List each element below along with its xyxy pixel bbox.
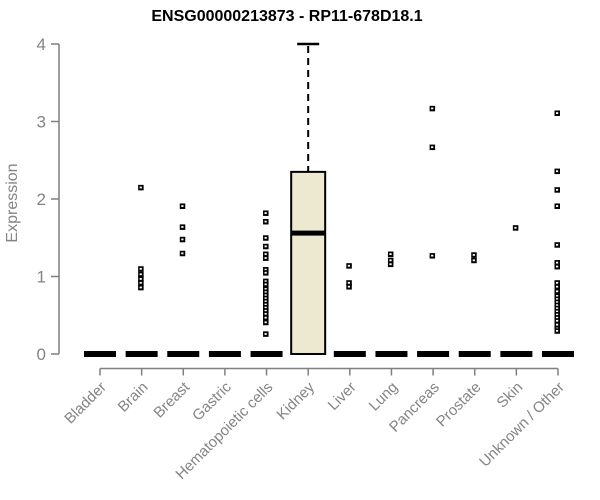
outlier-point-center xyxy=(555,319,559,322)
zero-bar xyxy=(84,351,116,357)
outlier-point-center xyxy=(264,316,267,319)
outlier-point-center xyxy=(139,281,142,284)
zero-bar xyxy=(500,351,533,357)
outlier-point-center xyxy=(264,271,267,274)
category-label: Kidney xyxy=(274,378,319,423)
outlier-point-center xyxy=(264,309,267,312)
outlier-point-center xyxy=(555,243,559,246)
outlier-point-center xyxy=(264,306,267,309)
outlier-point-center xyxy=(555,304,559,307)
category-label: Brain xyxy=(115,379,152,416)
outlier-point-center xyxy=(264,245,267,248)
zero-bar xyxy=(250,351,283,357)
outlier-point-center xyxy=(264,297,267,300)
zero-bar xyxy=(333,351,366,357)
category-label: Breast xyxy=(150,378,193,421)
category-label: Bladder xyxy=(61,379,110,428)
zero-bar xyxy=(375,351,408,357)
outlier-point-center xyxy=(264,253,267,256)
outlier-point-center xyxy=(139,286,142,289)
zero-bar xyxy=(458,351,491,357)
y-tick-label: 1 xyxy=(37,268,46,287)
outlier-point-center xyxy=(264,333,267,335)
outlier-point-center xyxy=(472,254,475,256)
outlier-point-center xyxy=(472,259,475,262)
outlier-point-center xyxy=(347,285,351,288)
outlier-point-center xyxy=(555,261,559,264)
y-tick-label: 0 xyxy=(37,345,46,364)
zero-bar xyxy=(167,351,200,357)
outlier-point-center xyxy=(139,273,142,276)
outlier-point-center xyxy=(347,264,351,267)
outlier-point-center xyxy=(555,205,559,207)
zero-bar xyxy=(541,351,574,357)
outlier-point-center xyxy=(555,285,559,288)
y-tick-label: 4 xyxy=(37,35,46,54)
outlier-point-center xyxy=(347,281,351,284)
outlier-point-center xyxy=(389,253,392,256)
outlier-point-center xyxy=(139,186,142,189)
outlier-point-center xyxy=(264,321,267,324)
zero-bar xyxy=(208,351,241,357)
outlier-point-center xyxy=(264,288,267,290)
outlier-point-center xyxy=(264,257,267,259)
outlier-point-center xyxy=(555,170,559,173)
outlier-point-center xyxy=(181,252,184,255)
category-label: Skin xyxy=(494,379,527,412)
outlier-point-center xyxy=(181,238,184,241)
outlier-point-center xyxy=(139,278,142,280)
outlier-point-center xyxy=(389,263,392,266)
outlier-point-center xyxy=(555,265,559,268)
median-line xyxy=(291,230,326,236)
outlier-point-center xyxy=(139,267,142,270)
outlier-point-center xyxy=(264,300,267,303)
category-label: Liver xyxy=(325,379,360,414)
outlier-point-center xyxy=(555,313,559,316)
outlier-point-center xyxy=(555,329,559,332)
y-tick-label: 2 xyxy=(37,190,46,209)
outlier-point-center xyxy=(264,303,267,306)
outlier-point-center xyxy=(264,312,267,315)
outlier-point-center xyxy=(264,212,267,214)
outlier-point-center xyxy=(555,188,559,191)
y-tick-label: 3 xyxy=(37,113,46,132)
outlier-point-center xyxy=(181,205,184,207)
outlier-point-center xyxy=(555,281,559,284)
outlier-point-center xyxy=(264,280,267,283)
outlier-point-center xyxy=(431,254,434,257)
outlier-point-center xyxy=(264,283,267,286)
outlier-point-center xyxy=(555,295,559,297)
box-kidney xyxy=(290,170,327,355)
outlier-point-center xyxy=(555,301,559,304)
outlier-point-center xyxy=(555,323,559,326)
outlier-point-center xyxy=(181,226,184,228)
outlier-point-center xyxy=(555,316,559,319)
zero-bar xyxy=(125,351,158,357)
outlier-point-center xyxy=(555,307,559,310)
outlier-point-center xyxy=(555,298,559,300)
outlier-point-center xyxy=(264,294,267,297)
outlier-point-center xyxy=(264,291,267,293)
category-label: Lung xyxy=(366,379,402,415)
chart-title: ENSG00000213873 - RP11-678D18.1 xyxy=(151,8,423,25)
outlier-point-center xyxy=(389,259,392,262)
outlier-point-center xyxy=(264,220,267,223)
outlier-point-center xyxy=(431,107,434,110)
outlier-point-center xyxy=(431,146,434,149)
category-label: Prostate xyxy=(433,379,485,431)
outlier-point-center xyxy=(555,112,559,114)
outlier-point-center xyxy=(264,268,267,271)
zero-bar xyxy=(417,351,450,357)
outlier-point-center xyxy=(264,236,267,239)
outlier-point-center xyxy=(555,290,559,293)
outlier-point-center xyxy=(514,226,517,229)
outlier-point-center xyxy=(555,310,559,313)
